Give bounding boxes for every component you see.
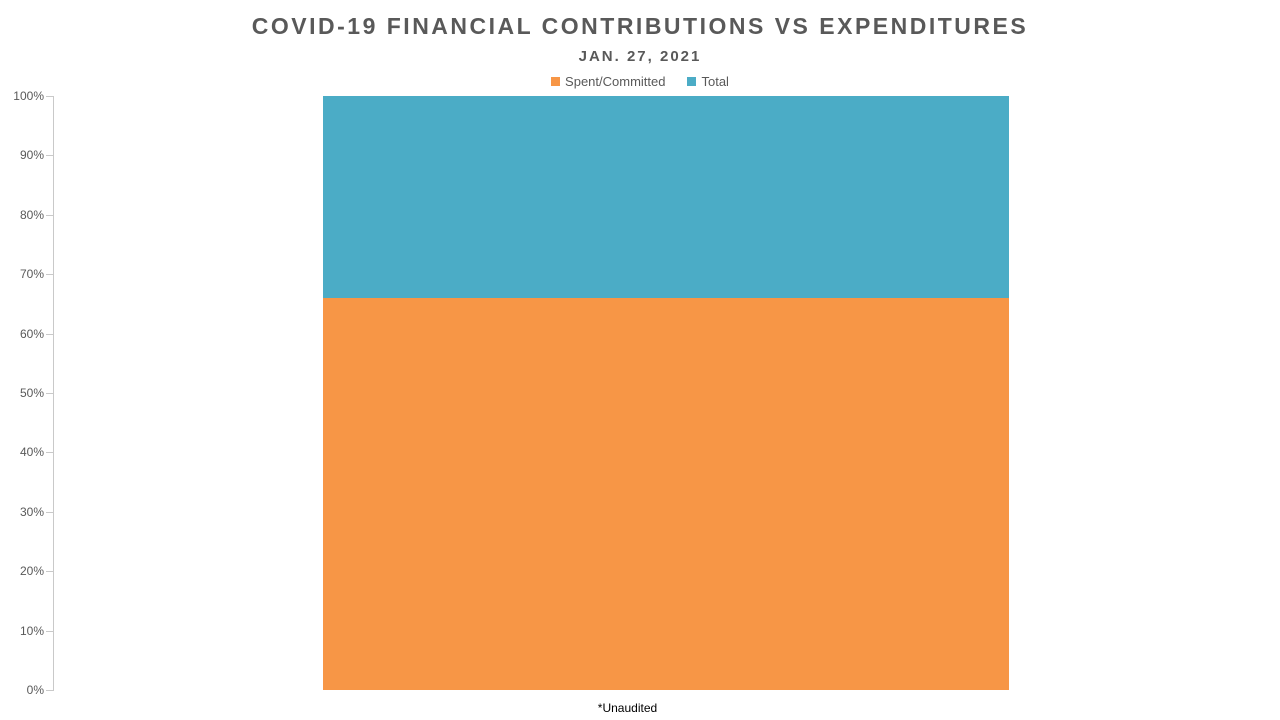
y-axis-label: 80% [19, 208, 44, 222]
chart-title: COVID-19 FINANCIAL CONTRIBUTIONS VS EXPE… [251, 13, 1029, 39]
y-axis-label: 0% [26, 683, 44, 697]
legend-label: Total [701, 74, 729, 89]
chart-subtitle: JAN. 27, 2021 [578, 48, 702, 65]
legend-swatch-icon [687, 77, 697, 86]
y-axis-tick [46, 631, 53, 632]
y-axis-label: 90% [19, 148, 44, 162]
y-axis-tick [46, 571, 53, 572]
bar-segment-total [323, 96, 1009, 298]
y-axis-tick [46, 452, 53, 453]
y-axis-tick [46, 393, 53, 394]
y-axis-tick [46, 215, 53, 216]
y-axis-tick [46, 512, 53, 513]
legend-label: Spent/Committed [565, 74, 666, 89]
y-axis-label: 40% [19, 445, 44, 459]
y-axis-label: 10% [19, 624, 44, 638]
y-axis-line [53, 96, 54, 691]
y-axis-tick [46, 690, 53, 691]
legend-item-total: Total [687, 74, 729, 89]
legend: Spent/Committed Total [0, 74, 1280, 89]
y-axis-label: 50% [19, 386, 44, 400]
bar-segment-spent-committed [323, 297, 1009, 690]
y-axis-tick [46, 334, 53, 335]
y-axis-label: 60% [19, 327, 44, 341]
y-axis-label: 20% [19, 564, 44, 578]
y-axis-tick [46, 274, 53, 275]
legend-swatch-icon [551, 77, 561, 86]
legend-item-spent-committed: Spent/Committed [551, 74, 665, 89]
y-axis-tick [46, 96, 53, 97]
y-axis-tick [46, 155, 53, 156]
y-axis-label: 30% [19, 505, 44, 519]
bar [323, 96, 1009, 690]
y-axis-label: 100% [13, 89, 44, 103]
category-label-unaudited: *Unaudited [597, 701, 658, 715]
y-axis-label: 70% [19, 267, 44, 281]
